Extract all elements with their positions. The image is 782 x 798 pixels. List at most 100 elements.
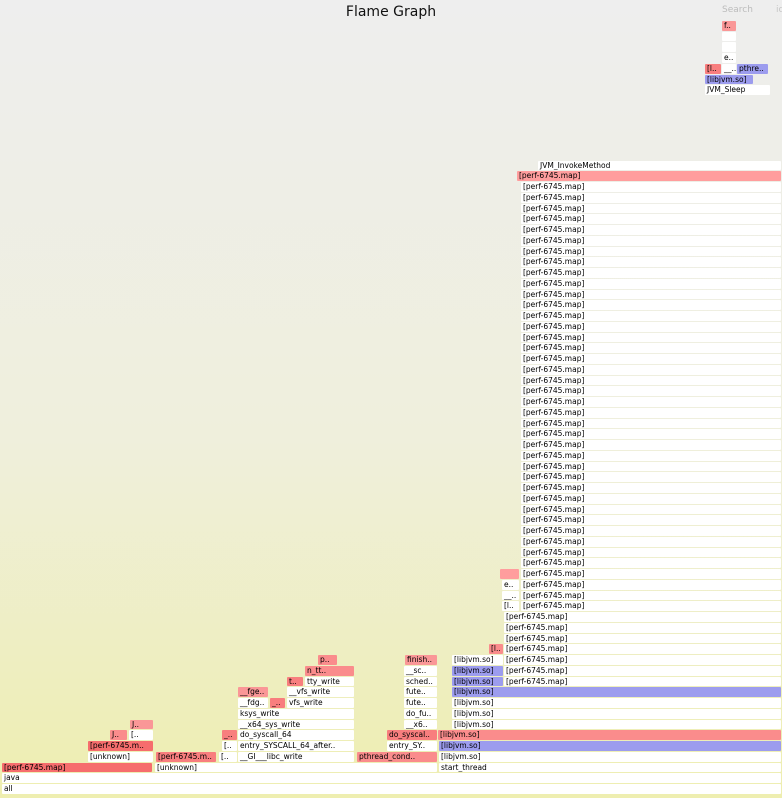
- flame-frame[interactable]: [perf-6745.map]: [521, 182, 781, 192]
- ignore-case-button[interactable]: ic: [776, 5, 782, 15]
- flame-frame[interactable]: [libjvm.so]: [438, 730, 781, 741]
- flame-frame[interactable]: do_syscall_64: [238, 730, 354, 741]
- flame-frame[interactable]: [perf-6745.map]: [521, 311, 781, 321]
- flame-frame[interactable]: [perf-6745.map]: [521, 429, 781, 440]
- flame-frame[interactable]: [libjvm.so]: [452, 708, 781, 719]
- flame-frame[interactable]: __sc..: [404, 665, 437, 676]
- flame-frame[interactable]: [perf-6745.map]: [517, 171, 781, 182]
- flame-frame[interactable]: [perf-6745.map]: [521, 472, 781, 483]
- flame-frame[interactable]: [500, 569, 519, 579]
- flame-frame[interactable]: vfs_write: [287, 698, 354, 708]
- flame-frame[interactable]: __GI___libc_write: [238, 751, 354, 762]
- flame-frame[interactable]: pthread_cond..: [357, 751, 437, 762]
- flame-frame[interactable]: [libjvm.so]: [452, 698, 781, 708]
- flame-frame[interactable]: [perf-6745.map]: [521, 289, 781, 300]
- flame-frame[interactable]: [perf-6745.map]: [521, 257, 781, 268]
- flame-frame[interactable]: [perf-6745.map]: [504, 644, 781, 655]
- flame-frame[interactable]: [perf-6745.map]: [521, 235, 781, 246]
- flame-frame[interactable]: [libjvm.so]: [439, 751, 781, 762]
- flame-frame[interactable]: do_syscal..: [387, 730, 437, 741]
- flame-frame[interactable]: [libjvm.so]: [452, 665, 503, 676]
- flame-frame[interactable]: entry_SYSCALL_64_after..: [238, 741, 354, 751]
- flame-frame[interactable]: [perf-6745.map]: [521, 397, 781, 407]
- flame-frame[interactable]: [perf-6745.map]: [521, 321, 781, 332]
- flame-frame[interactable]: __vfs_write: [287, 687, 354, 698]
- flame-frame[interactable]: J..: [110, 730, 127, 741]
- flame-frame[interactable]: [libjvm.so]: [452, 687, 781, 698]
- flame-frame[interactable]: ksys_write: [238, 708, 354, 719]
- flame-frame[interactable]: [722, 42, 736, 53]
- flame-frame[interactable]: [perf-6745.map]: [521, 343, 781, 354]
- flame-frame[interactable]: JVM_Sleep: [705, 85, 770, 96]
- flame-frame[interactable]: e..: [722, 53, 736, 63]
- flame-frame[interactable]: [libjvm.so]: [452, 676, 503, 687]
- flame-frame[interactable]: [perf-6745.map]: [504, 655, 781, 665]
- flame-frame[interactable]: [perf-6745.map]: [521, 461, 781, 472]
- flame-frame[interactable]: [libjvm.so]: [452, 655, 503, 665]
- flame-frame[interactable]: [perf-6745.m..: [88, 741, 153, 751]
- flame-frame[interactable]: sched..: [404, 676, 437, 687]
- flame-frame[interactable]: [perf-6745.map]: [521, 601, 781, 612]
- flame-frame[interactable]: [l..: [705, 63, 721, 74]
- flame-frame[interactable]: [perf-6745.map]: [521, 440, 781, 450]
- flame-frame[interactable]: [l..: [489, 644, 503, 655]
- flame-frame[interactable]: [722, 31, 736, 42]
- flame-frame[interactable]: [perf-6745.map]: [504, 665, 781, 676]
- search-button[interactable]: Search: [722, 5, 753, 15]
- flame-frame[interactable]: [perf-6745.map]: [521, 375, 781, 386]
- flame-frame[interactable]: tty_write: [305, 676, 354, 687]
- flame-frame[interactable]: [perf-6745.map]: [2, 762, 152, 773]
- flame-frame[interactable]: pthre..: [737, 63, 768, 74]
- flame-frame[interactable]: JVM_InvokeMethod: [538, 160, 781, 171]
- flame-frame[interactable]: [perf-6745.map]: [504, 633, 781, 644]
- flame-frame[interactable]: [perf-6745.map]: [521, 407, 781, 418]
- flame-frame[interactable]: f..: [722, 20, 736, 31]
- flame-frame[interactable]: [l..: [502, 601, 519, 612]
- flame-frame[interactable]: __fdg..: [238, 698, 268, 708]
- flame-frame[interactable]: [unknown]: [155, 762, 437, 773]
- flame-frame[interactable]: [..: [219, 751, 237, 762]
- flame-frame[interactable]: [perf-6745.m..: [156, 751, 216, 762]
- flame-frame[interactable]: fute..: [404, 698, 437, 708]
- flame-frame[interactable]: [perf-6745.map]: [521, 225, 781, 235]
- flame-frame[interactable]: [perf-6745.map]: [521, 332, 781, 343]
- flame-frame[interactable]: _..: [270, 698, 285, 708]
- flame-frame[interactable]: [..: [129, 730, 153, 741]
- flame-frame[interactable]: [perf-6745.map]: [521, 526, 781, 536]
- flame-frame[interactable]: _..: [222, 730, 237, 741]
- flame-frame[interactable]: [perf-6745.map]: [521, 579, 781, 590]
- flame-frame[interactable]: [perf-6745.map]: [521, 268, 781, 278]
- flame-frame[interactable]: all: [2, 784, 781, 794]
- flame-frame[interactable]: [perf-6745.map]: [521, 493, 781, 504]
- flame-frame[interactable]: [perf-6745.map]: [521, 569, 781, 579]
- flame-frame[interactable]: [perf-6745.map]: [521, 536, 781, 547]
- flame-frame[interactable]: [perf-6745.map]: [521, 558, 781, 569]
- flame-frame[interactable]: __x64_sys_write: [238, 719, 354, 730]
- flame-frame[interactable]: [perf-6745.map]: [521, 418, 781, 429]
- flame-frame[interactable]: [perf-6745.map]: [521, 278, 781, 289]
- flame-frame[interactable]: do_fu..: [404, 708, 437, 719]
- flame-frame[interactable]: [perf-6745.map]: [521, 203, 781, 214]
- flame-frame[interactable]: [perf-6745.map]: [521, 354, 781, 364]
- flame-frame[interactable]: [perf-6745.map]: [504, 676, 781, 687]
- flame-frame[interactable]: [perf-6745.map]: [521, 364, 781, 375]
- flame-frame[interactable]: e..: [502, 579, 519, 590]
- flame-frame[interactable]: [perf-6745.map]: [504, 612, 781, 622]
- flame-frame[interactable]: J..: [130, 719, 153, 730]
- flame-frame[interactable]: [..: [222, 741, 237, 751]
- flame-frame[interactable]: [perf-6745.map]: [521, 386, 781, 397]
- flame-frame[interactable]: p..: [318, 655, 337, 665]
- flame-frame[interactable]: [perf-6745.map]: [521, 246, 781, 257]
- flame-frame[interactable]: [libjvm.so]: [439, 741, 781, 751]
- flame-frame[interactable]: __..: [502, 590, 519, 601]
- flame-frame[interactable]: [perf-6745.map]: [504, 622, 781, 633]
- flame-frame[interactable]: finish..: [405, 655, 437, 665]
- flame-frame[interactable]: [libjvm.so]: [705, 74, 753, 85]
- flame-frame[interactable]: [perf-6745.map]: [521, 450, 781, 461]
- flame-frame[interactable]: java: [2, 773, 781, 784]
- flame-frame[interactable]: [perf-6745.map]: [521, 214, 781, 225]
- flame-frame[interactable]: [perf-6745.map]: [521, 300, 781, 311]
- flame-frame[interactable]: [libjvm.so]: [452, 719, 781, 730]
- flame-frame[interactable]: start_thread: [439, 762, 781, 773]
- flame-frame[interactable]: [perf-6745.map]: [521, 515, 781, 526]
